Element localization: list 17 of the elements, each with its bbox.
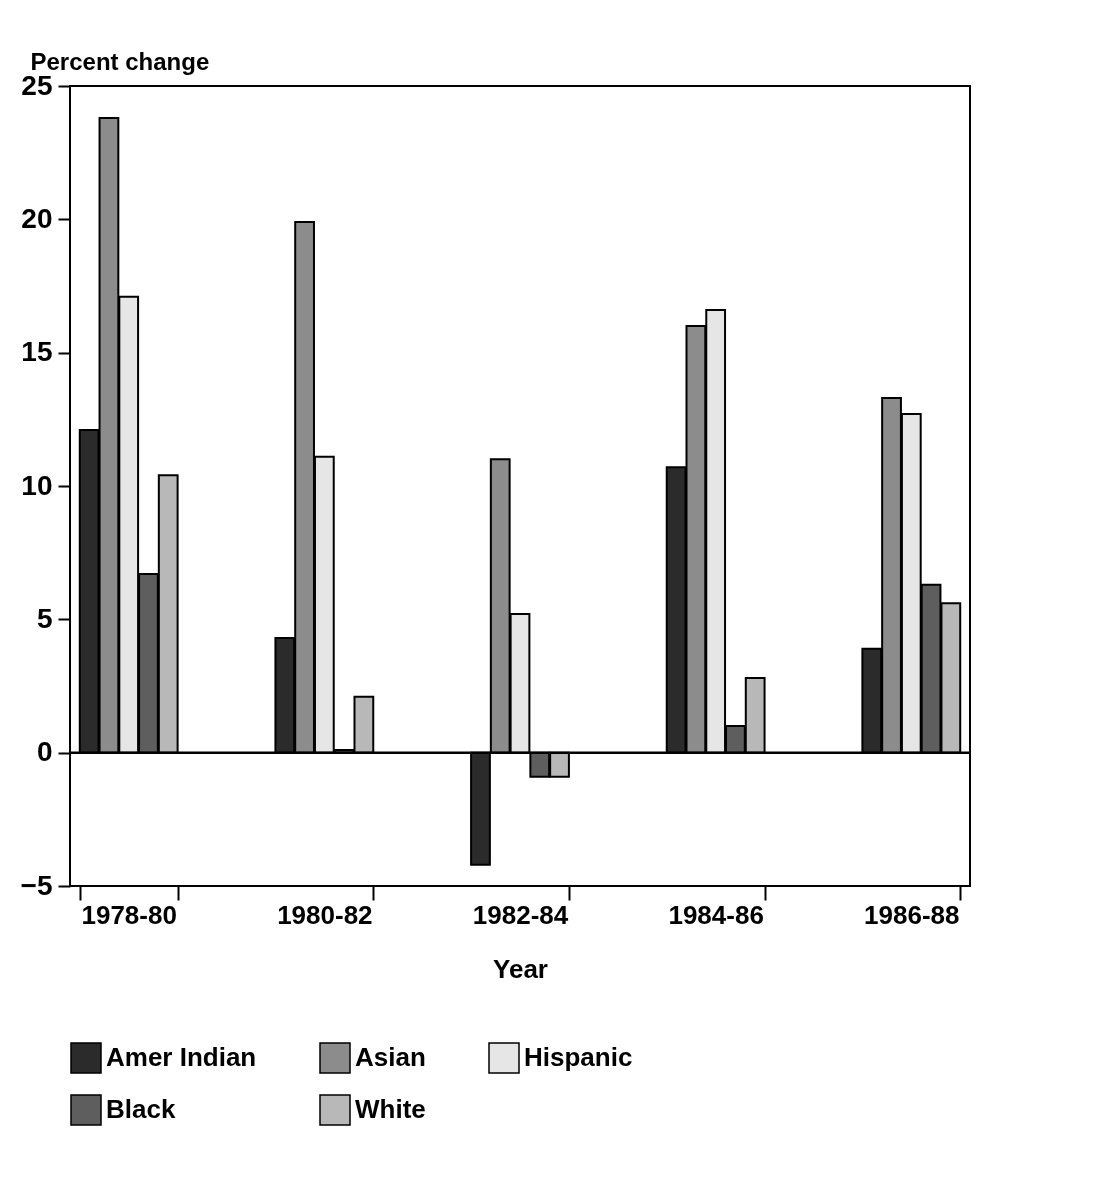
y-tick-label: 5 [36,602,53,634]
x-tick-label: 1980-82 [277,899,373,930]
y-tick-label: −5 [20,869,53,901]
x-tick-label: 1986-88 [864,899,960,930]
y-tick-label: 10 [21,469,53,501]
y-tick-label: 0 [36,736,53,768]
legend-label: White [355,1094,426,1124]
y-tick-label: 20 [21,202,53,234]
x-tick-label: 1982-84 [472,899,569,930]
legend-label: Hispanic [524,1042,633,1072]
x-tick-label: 1984-86 [668,899,764,930]
x-axis-title: Year [493,953,548,984]
legend-label: Amer Indian [106,1042,257,1072]
legend-label: Asian [355,1042,426,1072]
legend-label: Black [106,1094,176,1124]
y-tick-label: 15 [21,336,53,368]
x-tick-label: 1978-80 [81,899,177,930]
